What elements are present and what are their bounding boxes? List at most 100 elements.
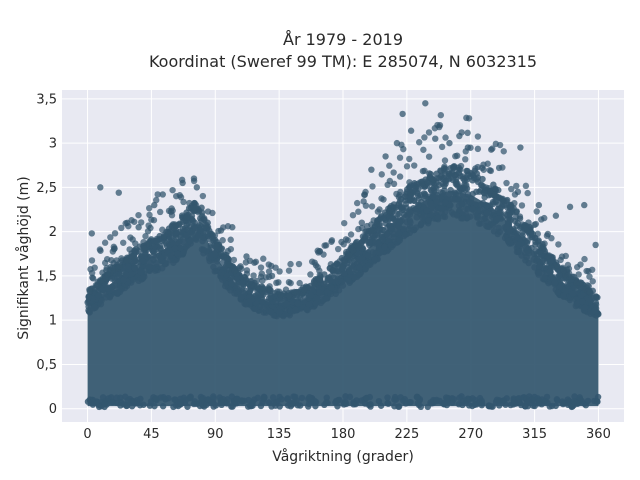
data-point [391,396,398,403]
data-point [386,162,393,169]
data-point [456,206,464,214]
data-point [386,224,394,231]
data-point [378,171,385,178]
data-point [111,230,119,237]
data-point [450,395,457,403]
data-point [132,240,139,247]
data-point [371,256,379,264]
chart-title-line-2: Koordinat (Sweref 99 TM): E 285074, N 60… [149,52,537,71]
data-point [259,284,266,291]
data-point [283,300,290,307]
data-point [406,188,414,196]
data-point [230,256,238,264]
data-point [438,143,446,151]
data-point [523,224,530,232]
data-point [448,209,456,216]
outlier-point [88,230,96,237]
data-point [355,242,363,250]
data-point [334,403,341,410]
data-point [324,275,331,282]
data-point [442,134,449,141]
data-point [538,216,545,223]
data-point [415,139,423,146]
data-point [200,246,207,253]
data-point [464,191,472,198]
data-point [427,399,434,406]
data-point [423,207,431,214]
data-point [393,190,400,198]
data-point [544,399,551,407]
data-point [355,208,362,215]
data-point [390,169,397,176]
data-point [260,255,267,262]
data-point [111,245,118,252]
x-tick-label: 45 [143,427,160,442]
outlier-point [151,201,158,209]
data-point [220,396,227,403]
data-point [199,192,207,200]
data-point [135,211,142,219]
data-point [504,204,511,211]
data-point [257,402,265,410]
data-point [407,219,414,226]
data-point [195,232,202,240]
data-point [427,199,434,207]
outlier-point [204,232,212,240]
data-point [169,186,176,194]
data-point [479,199,487,207]
data-point [180,249,187,256]
data-point [316,272,323,279]
x-tick-label: 0 [83,427,91,442]
data-point [183,232,190,239]
outlier-point [243,253,250,260]
data-point [476,188,483,195]
data-point [261,394,268,401]
data-point [530,256,537,263]
data-point [159,403,167,410]
data-point [534,230,542,238]
data-point [514,398,522,406]
data-point [560,267,568,274]
data-point [358,224,366,232]
data-point [385,208,393,215]
data-point [555,241,562,248]
data-point [370,217,377,224]
data-point [558,253,566,260]
x-tick-label: 180 [331,427,356,442]
data-point [518,202,526,209]
data-point [369,183,376,190]
data-point [376,206,383,213]
data-point [406,155,413,163]
data-point [411,162,418,169]
data-point [227,236,234,243]
data-point [324,295,331,302]
data-point [421,134,428,141]
data-point [231,290,238,297]
data-point [592,293,600,300]
data-point [499,397,507,405]
data-point [396,173,404,180]
data-point [544,253,552,261]
data-point [511,191,519,198]
data-point [400,225,408,233]
y-tick-label: 3,5 [36,92,57,107]
data-point [451,196,458,203]
data-point [312,300,320,307]
data-point [175,400,182,408]
data-point [396,237,404,244]
data-point [419,183,426,190]
data-point [98,297,105,304]
data-point [464,214,471,221]
data-point [584,397,592,405]
data-point [294,300,301,307]
data-point [412,224,420,231]
x-axis-label: Vågriktning (grader) [272,448,414,465]
data-point [412,185,419,192]
data-point [328,237,336,244]
data-point [358,219,365,226]
data-point [586,289,594,296]
data-point [496,402,503,409]
data-point [219,237,226,244]
data-point [466,199,473,206]
data-point [350,401,357,408]
